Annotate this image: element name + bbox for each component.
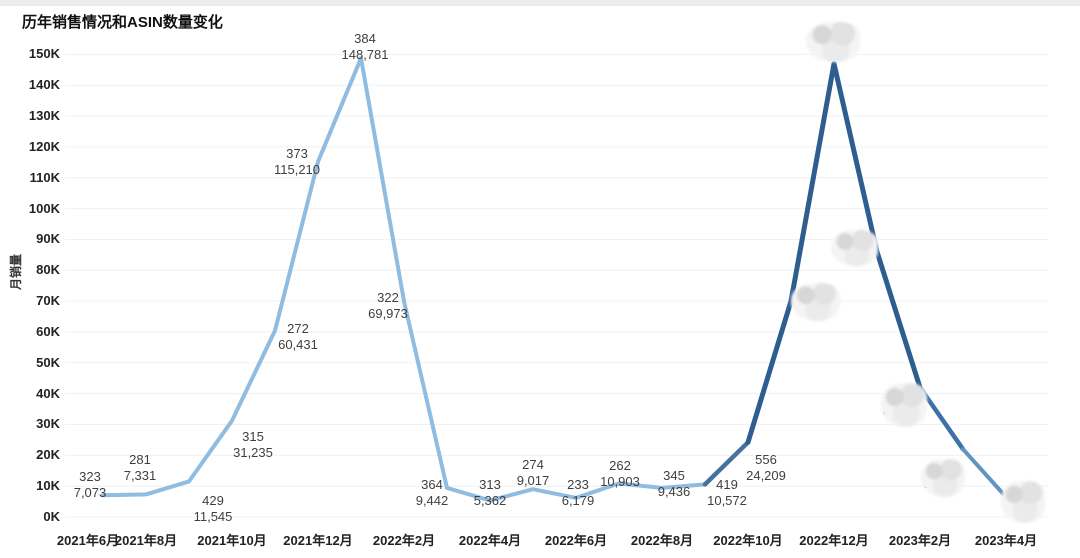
x-axis-tick-label: 2021年12月 bbox=[283, 533, 353, 548]
x-axis-tick-label: 2022年6月 bbox=[544, 533, 608, 548]
data-point-label: 262 10,903 bbox=[600, 458, 640, 489]
data-point-label: 345 9,436 bbox=[657, 468, 691, 499]
y-axis-tick-label: 140K bbox=[28, 77, 60, 93]
redacted-label-blur bbox=[791, 283, 840, 321]
window-top-edge bbox=[0, 0, 1080, 6]
redacted-label-blur bbox=[1001, 481, 1045, 523]
x-axis-tick-label: 2021年10月 bbox=[197, 533, 267, 548]
y-axis-tick-label: 100K bbox=[28, 200, 60, 216]
y-axis-tick-label: 80K bbox=[36, 262, 60, 278]
x-axis-tick-label: 2023年4月 bbox=[974, 533, 1038, 548]
data-point-label: 322 69,973 bbox=[368, 290, 408, 321]
x-axis-tick-label: 2022年8月 bbox=[630, 533, 694, 548]
data-point-label: 556 24,209 bbox=[746, 452, 786, 483]
sales-line-segment bbox=[745, 61, 923, 445]
data-point-label: 313 5,362 bbox=[473, 477, 507, 508]
sales-line-segment bbox=[961, 447, 1008, 499]
data-point-label: 364 9,442 bbox=[415, 477, 449, 508]
data-point-label: 281 7,331 bbox=[123, 452, 157, 483]
y-axis-tick-label: 20K bbox=[36, 447, 60, 463]
y-axis-tick-label: 130K bbox=[28, 108, 60, 124]
x-axis-tick-label: 2022年4月 bbox=[458, 533, 522, 548]
x-axis-tick-label: 2022年2月 bbox=[372, 533, 436, 548]
redacted-label-blur bbox=[921, 459, 965, 497]
y-axis-tick-label: 10K bbox=[36, 478, 60, 494]
y-axis-tick-label: 120K bbox=[28, 138, 60, 154]
redacted-label-blur bbox=[831, 230, 878, 266]
y-axis-tick-label: 0K bbox=[43, 509, 60, 524]
chart-title: 历年销售情况和ASIN数量变化 bbox=[22, 14, 223, 31]
y-axis-tick-label: 40K bbox=[36, 385, 60, 401]
sales-line-segment bbox=[917, 385, 966, 452]
y-axis-tick-label: 50K bbox=[36, 354, 60, 370]
x-axis-tick-label: 2021年8月 bbox=[114, 533, 178, 548]
x-axis-tick-label: 2021年6月 bbox=[56, 533, 120, 548]
data-point-label: 384 148,781 bbox=[341, 31, 389, 62]
data-point-label: 373 115,210 bbox=[273, 146, 321, 177]
data-point-label: 272 60,431 bbox=[278, 321, 318, 352]
data-point-label: 429 11,545 bbox=[193, 493, 233, 524]
redacted-label-blur bbox=[881, 383, 927, 427]
data-point-label: 315 31,235 bbox=[233, 429, 273, 460]
sales-line-segment bbox=[702, 440, 751, 487]
data-point-label: 274 9,017 bbox=[516, 457, 550, 488]
redacted-label-blur bbox=[806, 22, 860, 62]
sales-line-segment bbox=[101, 56, 707, 503]
y-axis-tick-label: 70K bbox=[36, 293, 60, 309]
y-axis-tick-label: 30K bbox=[36, 416, 60, 432]
data-point-label: 233 6,179 bbox=[561, 477, 595, 508]
y-axis-tick-label: 60K bbox=[36, 323, 60, 339]
x-axis-tick-label: 2022年12月 bbox=[799, 533, 869, 548]
x-axis-tick-label: 2022年10月 bbox=[713, 533, 783, 548]
x-axis-tick-label: 2023年2月 bbox=[888, 533, 952, 548]
data-point-label: 323 7,073 bbox=[73, 469, 107, 500]
y-axis-tick-label: 110K bbox=[29, 169, 60, 185]
y-axis-tick-label: 90K bbox=[36, 231, 60, 247]
y-axis-tick-label: 150K bbox=[28, 46, 60, 62]
data-point-label: 419 10,572 bbox=[707, 477, 747, 508]
